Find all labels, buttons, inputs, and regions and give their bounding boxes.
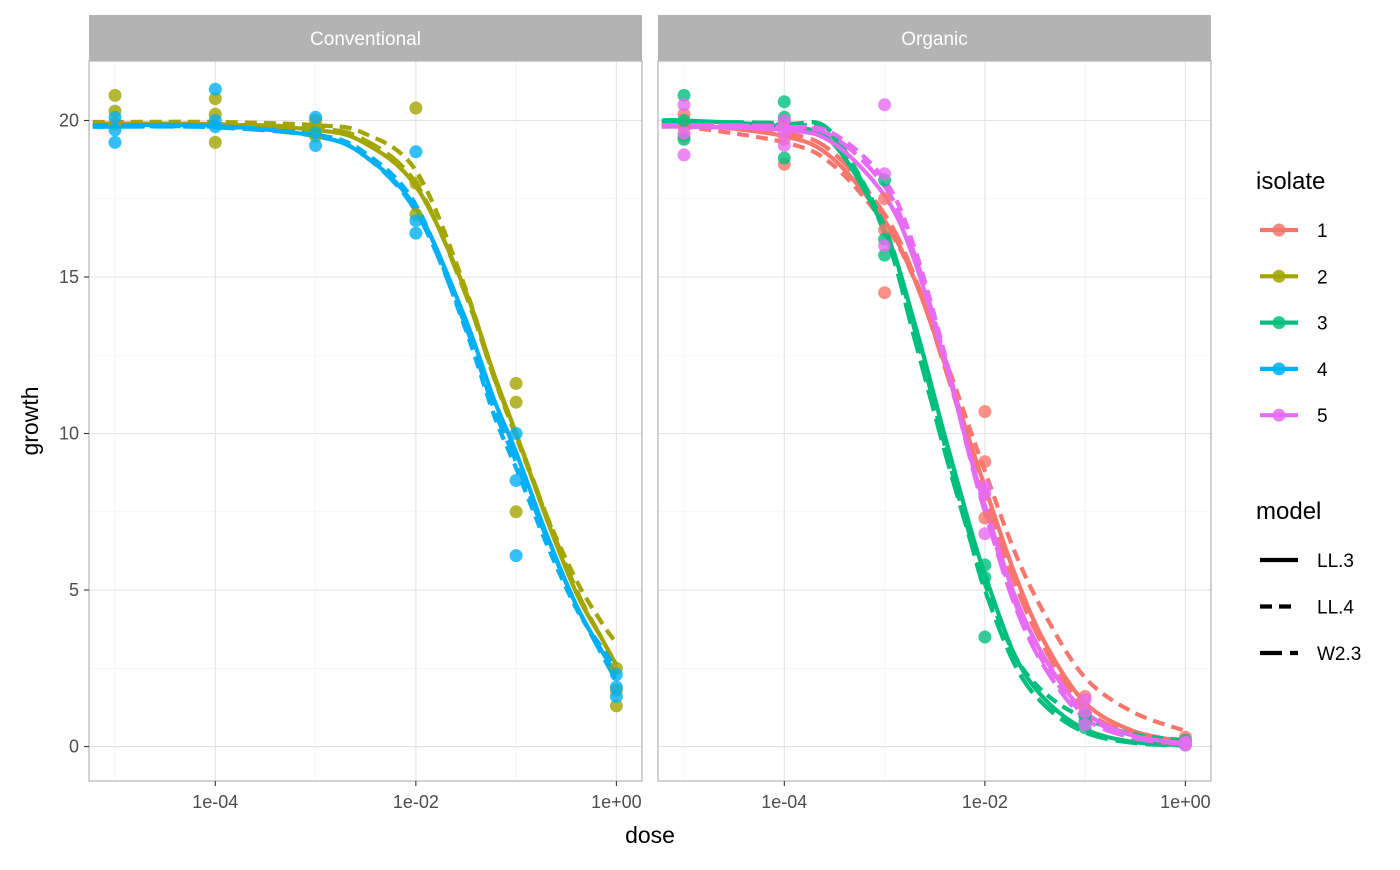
facet-strip (89, 15, 642, 61)
data-point-isolate-4 (609, 680, 623, 694)
data-point-isolate-3 (978, 630, 992, 644)
data-point-isolate-4 (409, 214, 423, 228)
data-point-isolate-4 (509, 427, 523, 440)
legend-label-isolate: 5 (1317, 406, 1328, 427)
data-point-isolate-4 (108, 135, 122, 149)
data-point-isolate-5 (677, 126, 691, 140)
data-point-isolate-4 (208, 120, 222, 134)
data-point-isolate-2 (509, 505, 523, 519)
data-point-isolate-4 (108, 123, 122, 137)
legend-label-isolate: 2 (1317, 267, 1328, 288)
panel-conventional (84, 15, 643, 786)
data-point-isolate-5 (777, 139, 791, 152)
data-point-isolate-2 (208, 92, 222, 106)
data-point-isolate-4 (309, 139, 323, 152)
data-point-isolate-1 (878, 286, 892, 300)
data-point-isolate-5 (1078, 705, 1092, 719)
data-point-isolate-4 (409, 226, 423, 240)
legend-label-model: LL.4 (1317, 598, 1354, 619)
data-point-isolate-3 (677, 114, 691, 127)
y-tick-label: 20 (59, 110, 79, 130)
legend-key-point (1272, 269, 1286, 283)
x-tick-label: 1e+00 (591, 792, 642, 812)
legend-label-model: W2.3 (1317, 644, 1361, 665)
legend-isolate: isolate 1 2 3 4 5 (1256, 168, 1328, 427)
facet-strip (658, 15, 1211, 61)
data-point-isolate-4 (509, 474, 523, 487)
data-point-isolate-5 (677, 98, 691, 112)
data-point-isolate-3 (777, 95, 791, 109)
data-point-isolate-2 (609, 699, 623, 713)
y-tick-label: 15 (59, 267, 79, 287)
data-point-isolate-4 (309, 110, 323, 124)
data-point-isolate-3 (978, 571, 992, 584)
legend-label-isolate: 4 (1317, 360, 1328, 381)
data-point-isolate-5 (978, 486, 992, 500)
y-tick-label: 0 (69, 737, 79, 757)
legend-key-point (1272, 362, 1286, 376)
x-tick-label: 1e-04 (192, 792, 238, 812)
y-axis-title: growth (17, 386, 43, 455)
curves-layer (92, 82, 623, 713)
data-point-isolate-5 (878, 239, 892, 253)
legend-label-isolate: 1 (1317, 221, 1328, 242)
curves-layer (661, 88, 1192, 752)
data-point-isolate-5 (878, 98, 892, 112)
data-point-isolate-5 (878, 167, 892, 181)
legend-key-point (1272, 408, 1286, 422)
legend-key-point (1272, 316, 1286, 330)
data-point-isolate-5 (677, 148, 691, 162)
data-point-isolate-1 (878, 192, 892, 206)
panel-organic (657, 15, 1212, 786)
data-point-isolate-2 (509, 395, 523, 409)
x-tick-label: 1e+00 (1160, 792, 1211, 812)
data-point-isolate-4 (509, 549, 523, 563)
data-point-isolate-4 (409, 145, 423, 159)
x-tick-label: 1e-04 (761, 792, 807, 812)
data-point-isolate-5 (777, 114, 791, 127)
legend-title-isolate: isolate (1256, 168, 1325, 195)
legend-label-model: LL.3 (1317, 551, 1354, 572)
data-point-isolate-5 (1178, 738, 1192, 752)
plot-background (89, 61, 642, 781)
data-point-isolate-1 (978, 405, 992, 419)
data-point-isolate-1 (978, 511, 992, 525)
facet-strip-label: Conventional (310, 29, 421, 50)
legend-model: model LL.3 LL.4 W2.3 (1256, 498, 1361, 665)
data-point-isolate-3 (777, 151, 791, 165)
y-tick-label: 5 (69, 580, 79, 600)
legend-key-point (1272, 223, 1286, 237)
data-point-isolate-2 (208, 135, 222, 149)
y-tick-label: 10 (59, 424, 79, 444)
data-point-isolate-2 (409, 176, 423, 190)
data-point-isolate-2 (409, 101, 423, 115)
data-point-isolate-3 (878, 248, 892, 262)
data-point-isolate-4 (309, 126, 323, 140)
data-point-isolate-5 (777, 126, 791, 140)
data-point-isolate-1 (878, 223, 892, 237)
data-point-isolate-3 (677, 88, 691, 102)
data-point-isolate-4 (108, 110, 122, 124)
data-point-isolate-4 (208, 82, 222, 96)
data-point-isolate-5 (978, 527, 992, 541)
data-point-isolate-2 (509, 376, 523, 390)
data-point-isolate-4 (609, 668, 623, 682)
data-point-isolate-5 (1078, 693, 1092, 707)
facet-strip-label: Organic (901, 29, 968, 50)
data-point-isolate-4 (609, 690, 623, 703)
legend-title-model: model (1256, 498, 1321, 525)
data-point-isolate-3 (978, 558, 992, 572)
x-axis-title: dose (625, 822, 675, 848)
data-point-isolate-1 (978, 455, 992, 469)
legend-label-isolate: 3 (1317, 314, 1328, 335)
data-point-isolate-2 (108, 88, 122, 102)
data-point-isolate-5 (1078, 718, 1092, 732)
x-tick-label: 1e-02 (962, 792, 1008, 812)
x-tick-label: 1e-02 (393, 792, 439, 812)
